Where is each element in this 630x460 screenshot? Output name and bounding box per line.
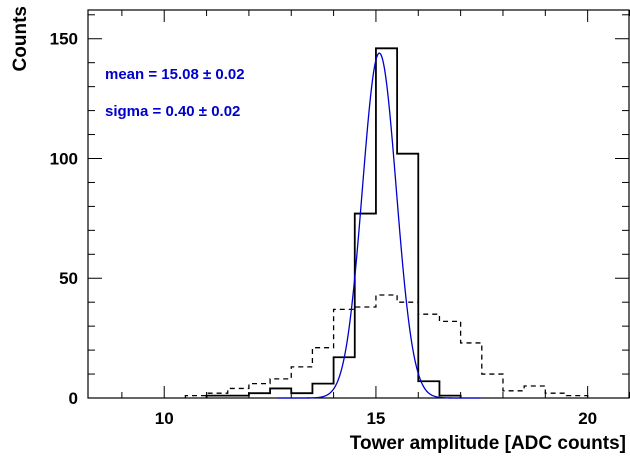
x-axis: 10 15 20 bbox=[121, 10, 630, 428]
x-tick-label: 15 bbox=[366, 409, 385, 428]
series-layer bbox=[184, 47, 589, 399]
y-tick-label: 0 bbox=[69, 389, 78, 408]
y-tick-label: 50 bbox=[59, 269, 78, 288]
plot-frame bbox=[87, 9, 630, 399]
histogram-dashed bbox=[184, 294, 589, 398]
annotation-sigma: sigma = 0.40 ± 0.02 bbox=[105, 103, 240, 120]
plot-border bbox=[87, 9, 630, 399]
x-axis-label: Tower amplitude [ADC counts] bbox=[350, 433, 626, 454]
histogram-solid bbox=[205, 47, 462, 398]
y-tick-label: 150 bbox=[50, 30, 78, 49]
y-tick-label: 100 bbox=[50, 149, 78, 168]
y-axis: 0 50 100 150 bbox=[50, 14, 629, 408]
x-tick-label: 10 bbox=[155, 409, 174, 428]
y-axis-label: Counts bbox=[10, 6, 31, 71]
gaussian-fit-curve bbox=[277, 52, 481, 399]
annotation-mean: mean = 15.08 ± 0.02 bbox=[105, 66, 245, 83]
x-tick-label: 20 bbox=[578, 409, 597, 428]
